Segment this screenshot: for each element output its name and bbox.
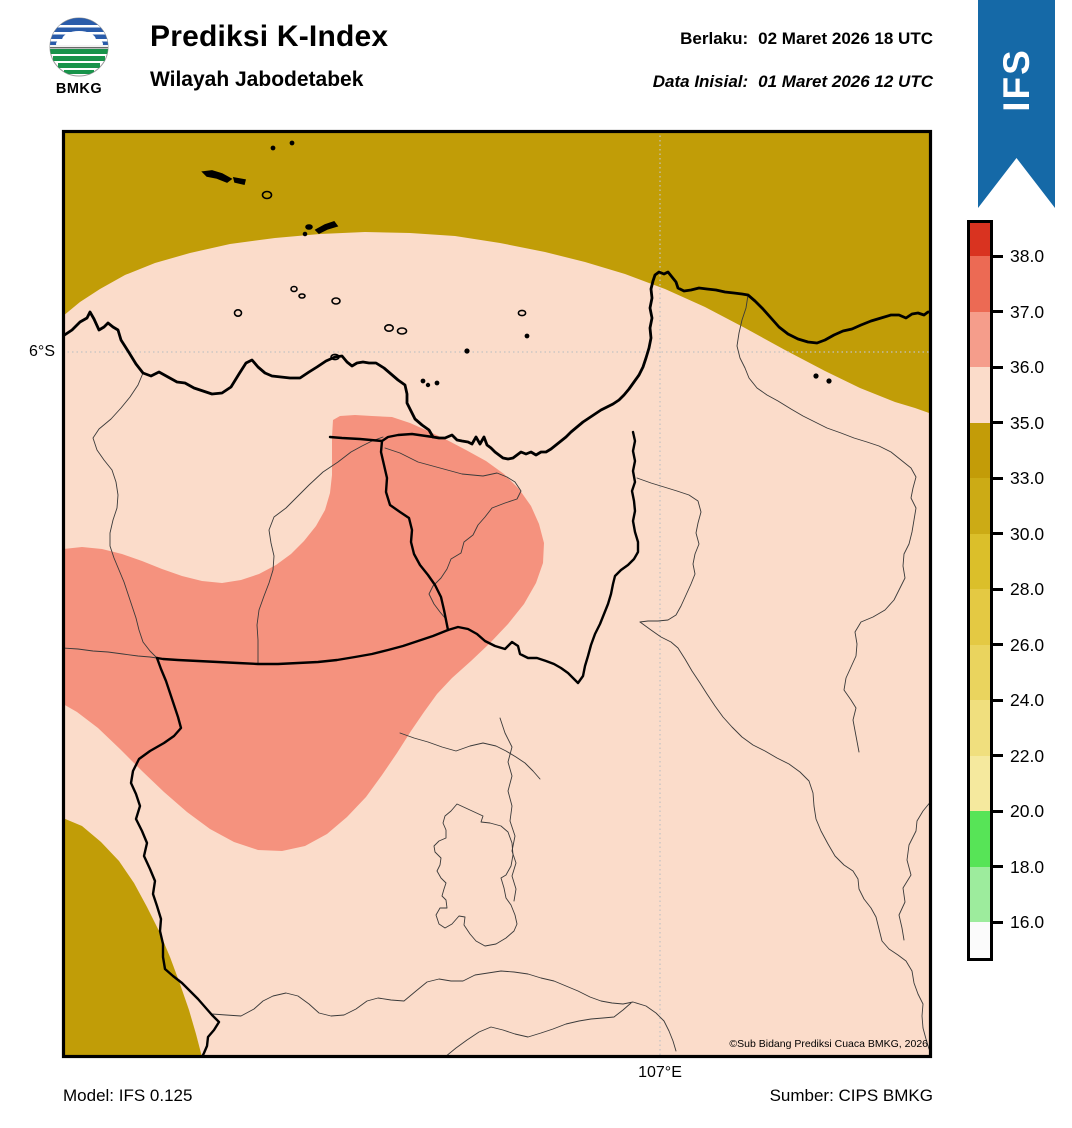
colorbar-segment [970,866,990,922]
colorbar-tick-label: 18.0 [1010,856,1045,877]
valid-time-line: Berlaku: 02 Maret 2026 18 UTC [680,29,933,49]
colorbar-tick-label: 22.0 [1010,745,1045,766]
colorbar-tick-label: 36.0 [1010,357,1045,377]
colorbar-tick-label: 16.0 [1010,912,1045,932]
logo-wordmark: BMKG [55,81,103,97]
colorbar-tick-label: 24.0 [1010,690,1045,710]
colorbar-segment [970,755,990,811]
colorbar-tick [992,809,1003,813]
admin-boundaries-thin [63,294,931,1057]
colorbar-tick [992,698,1003,702]
region-33-35-southwest [63,818,202,1057]
colorbar-tick-label: 35.0 [1010,412,1045,433]
colorbar-tick [992,421,1003,424]
colorbar-tick [992,643,1003,646]
colorbar-tick [992,310,1003,313]
ribbon-banner-shape [978,0,1055,208]
initial-time-value: 01 Maret 2026 12 UTC [758,72,933,91]
islands [201,140,832,388]
colorbar-segment [970,223,990,256]
footer-model: Model: IFS 0.125 [63,1086,193,1105]
colorbar-segment [970,922,990,958]
colorbar-segment [970,478,990,534]
initial-time-label: Data Inisial: [652,72,749,91]
colorbar [967,220,993,961]
region-36-37 [63,415,544,851]
footer-source: Sumber: CIPS BMKG [769,1086,933,1105]
admin-boundaries-thick [129,430,640,1057]
colorbar-tick [992,920,1003,924]
colorbar-tick [992,587,1003,591]
lon-axis-label: 107°E [638,1064,682,1081]
coastline-path [63,270,931,461]
logo-waves [50,49,108,74]
model-ribbon [978,0,1055,208]
colorbar-segment [970,256,990,312]
colorbar-segment [970,811,990,867]
kota-bogor-enclave [433,803,518,947]
colorbar-tick [992,365,1003,369]
page-subtitle: Wilayah Jabodetabek [150,68,364,91]
lat-axis-label: 6°S [29,343,55,360]
colorbar-tick-label: 20.0 [1010,801,1045,821]
colorbar-tick [992,865,1003,868]
map-border [61,129,933,1059]
colorbar-tick-label: 37.0 [1010,301,1045,322]
colorbar-tick [992,476,1003,480]
page-title: Prediksi K-Index [150,20,389,53]
colorbar-segment [970,311,990,367]
valid-time-label: Berlaku: [680,29,749,48]
colorbar-tick-label: 30.0 [1010,523,1045,544]
colorbar-tick [992,754,1003,757]
colorbar-segments [970,223,990,958]
colorbar-segment [970,367,990,423]
colorbar-segment [970,589,990,645]
colorbar-tick-label: 33.0 [1010,468,1045,488]
region-33-35-north [63,131,931,414]
initial-time-line: Data Inisial: 01 Maret 2026 12 UTC [653,72,933,92]
colorbar-segment [970,700,990,756]
colorbar-segment [970,644,990,700]
gridlines [63,131,931,1057]
colorbar-tick [992,254,1003,258]
copyright-note: ©Sub Bidang Prediksi Cuaca BMKG, 2026 [729,1038,928,1050]
colorbar-tick-label: 28.0 [1010,579,1045,599]
colorbar-segment [970,422,990,478]
colorbar-tick-label: 38.0 [1010,246,1045,266]
valid-time-value: 02 Maret 2026 18 UTC [758,29,933,48]
colorbar-tick-label: 26.0 [1010,634,1045,655]
bmkg-logo [49,17,109,77]
colorbar-segment [970,533,990,589]
colorbar-tick [992,532,1003,535]
